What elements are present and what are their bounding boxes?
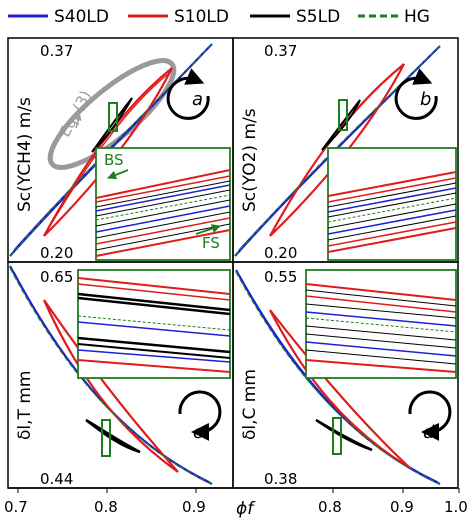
legend-label-s40ld: S40LD [54,7,109,27]
x-tick-0.9: 0.9 [182,498,206,516]
series-s5ld-a [91,97,133,153]
eq3-label: Eq. (3) [56,87,95,139]
panel-b-tag: b [420,89,431,110]
series-hg-a [9,43,213,257]
panel-c-tag: c [193,422,203,443]
eq3-arrow [75,114,82,129]
zoom-box-d [332,417,342,455]
inset-bs-label: BS [104,151,124,169]
legend-label-s5ld: S5LD [296,7,340,27]
rotation-arrow-d: d [408,390,452,443]
legend-label-s10ld: S10LD [174,7,229,27]
rotation-arrow-b: b [394,68,438,120]
inset-a: BS FS [95,147,231,261]
x-tick-0.8-right: 0.8 [318,498,342,516]
x-axis: 0.7 0.8 0.9 ϕf 0.8 0.9 1.0 [4,487,468,519]
panel-d-ybottom: 0.38 [264,470,297,488]
panel-c-ytop: 0.65 [40,268,73,286]
panel-d: 0.55 0.38 δl,C mm d [232,261,459,489]
x-tick-0.9-right: 0.9 [390,498,414,516]
panel-a-ybottom: 0.20 [40,244,73,262]
panel-a-ytop: 0.37 [40,42,73,60]
series-hg-c [9,267,213,485]
panel-a: 0.37 0.20 Sc(YCH4) m/s Eq. (3) a [7,37,234,263]
x-tick-1.0: 1.0 [444,498,468,516]
series-s5ld-c [85,418,141,454]
panel-a-ylabel: Sc(YCH4) m/s [15,97,35,212]
zoom-box-b [338,99,348,131]
rotation-arrow-c: c [178,390,222,443]
panel-b-ytop: 0.37 [264,42,297,60]
panel-d-tag: d [423,422,435,443]
inset-c [77,269,231,379]
x-tick-0.8: 0.8 [94,498,118,516]
inset-b [327,147,457,261]
legend-label-hg: HG [404,7,430,27]
panel-a-tag: a [192,89,203,110]
panel-b-ylabel: Sc(YO2) m/s [240,108,260,212]
panel-c-ylabel: δl,T mm [15,371,35,440]
panel-b-ybottom: 0.20 [264,244,297,262]
series-hg-d [235,271,441,485]
panel-d-ylabel: δl,C mm [240,369,260,440]
series-s10ld-b [269,63,405,237]
inset-fs-label: FS [202,234,220,252]
legend: S40LD S10LD S5LD HG [8,7,430,27]
rotation-arrow-a: a [166,68,210,120]
inset-d [305,269,457,379]
series-s5ld-b [321,99,361,151]
zoom-box-c [101,419,111,457]
panel-c: 0.65 0.44 δl,T mm c [7,261,234,489]
x-tick-0.7: 0.7 [4,498,28,516]
zoom-box-a [108,102,118,132]
panel-b: 0.37 0.20 Sc(YO2) m/s b [232,37,459,263]
x-axis-label: ϕf [236,499,256,519]
panel-c-ybottom: 0.44 [40,470,73,488]
panel-d-ytop: 0.55 [264,268,297,286]
